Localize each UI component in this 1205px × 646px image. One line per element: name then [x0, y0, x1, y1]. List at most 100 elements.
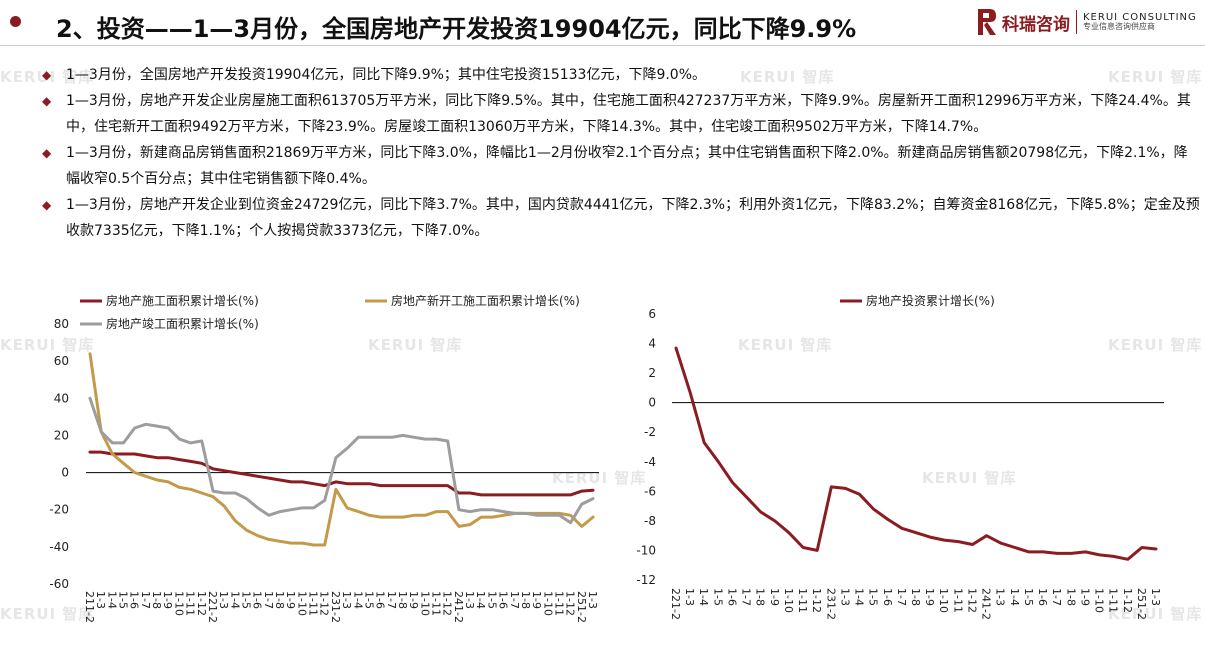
x-tick-label: 1-3: [994, 588, 1007, 606]
x-tick-label: 1-4: [474, 591, 487, 609]
x-tick-label: 1-6: [725, 588, 738, 606]
x-tick-label: 1-5: [1022, 588, 1035, 606]
y-tick-label: 20: [54, 428, 69, 442]
diamond-bullet-icon: ◆: [42, 94, 52, 108]
x-tick-label: 1-4: [351, 591, 364, 609]
logo-separator: [1076, 10, 1077, 34]
logo-cn-text: 科瑞咨询: [1002, 14, 1070, 35]
y-tick-label: 6: [648, 307, 656, 321]
x-tick-label: 1-4: [105, 591, 118, 609]
y-tick-label: -6: [644, 484, 656, 498]
x-tick-label: 1-11: [430, 591, 443, 616]
x-tick-label: 1-3: [340, 591, 353, 609]
series-line: [674, 346, 1158, 561]
x-tick-label: 1-11: [951, 588, 964, 613]
x-tick-label: 1-6: [251, 591, 264, 609]
bullet-text: 1—3月份，新建商品房销售面积21869万平方米，同比下降3.0%，降幅比1—2…: [66, 145, 1188, 187]
x-tick-label: 1-10: [541, 591, 554, 616]
legend-label: 房地产施工面积累计增长(%): [106, 293, 259, 308]
x-tick-label: 1-7: [1050, 588, 1063, 606]
brand-logo: 科瑞咨询 KERUI CONSULTING 专业信息咨询供应商: [978, 9, 1197, 35]
x-tick-label: 1-3: [1149, 588, 1162, 606]
x-tick-label: 1-3: [586, 591, 599, 609]
x-tick-label: 1-5: [239, 591, 252, 609]
x-tick-label: 1-7: [385, 591, 398, 609]
x-tick-label: 1-4: [853, 588, 866, 606]
x-tick-label: 251-2: [1135, 588, 1148, 620]
y-tick-label: -4: [644, 455, 656, 469]
legend-label: 房地产投资累计增长(%): [866, 293, 995, 308]
x-tick-label: 1-9: [1078, 588, 1091, 606]
series-line: [88, 352, 595, 547]
bullet-item: ◆ 1—3月份，新建商品房销售面积21869万平方米，同比下降3.0%，降幅比1…: [40, 140, 1200, 192]
x-tick-label: 1-6: [128, 591, 141, 609]
x-tick-label: 251-2: [575, 591, 588, 623]
x-tick-label: 1-7: [740, 588, 753, 606]
x-tick-label: 1-11: [1107, 588, 1120, 613]
x-tick-label: 1-6: [374, 591, 387, 609]
x-tick-label: 221-2: [206, 591, 219, 623]
x-tick-label: 1-9: [407, 591, 420, 609]
x-tick-label: 1-10: [295, 591, 308, 616]
x-tick-label: 1-5: [117, 591, 130, 609]
x-tick-label: 1-3: [838, 588, 851, 606]
y-tick-label: 40: [54, 391, 69, 405]
x-tick-label: 1-9: [284, 591, 297, 609]
x-tick-label: 1-4: [1008, 588, 1021, 606]
x-tick-label: 1-8: [519, 591, 532, 609]
x-tick-label: 1-11: [307, 591, 320, 616]
y-tick-label: 60: [54, 354, 69, 368]
y-tick-label: 0: [61, 466, 69, 480]
bullet-text: 1—3月份，全国房地产开发投资19904亿元，同比下降9.9%；其中住宅投资15…: [66, 67, 707, 83]
x-tick-label: 1-10: [418, 591, 431, 616]
x-tick-label: 1-12: [1121, 588, 1134, 613]
legend-label: 房地产新开工施工面积累计增长(%): [391, 293, 580, 308]
y-tick-label: -20: [49, 503, 69, 517]
x-tick-label: 1-12: [810, 588, 823, 613]
x-tick-label: 1-9: [768, 588, 781, 606]
diamond-bullet-icon: ◆: [42, 198, 52, 212]
bullet-item: ◆ 1—3月份，全国房地产开发投资19904亿元，同比下降9.9%；其中住宅投资…: [40, 62, 1200, 88]
x-tick-label: 1-6: [1036, 588, 1049, 606]
series-line: [88, 450, 595, 497]
y-tick-label: -12: [636, 573, 656, 587]
x-tick-label: 1-5: [362, 591, 375, 609]
x-tick-label: 1-4: [228, 591, 241, 609]
x-tick-label: 1-3: [463, 591, 476, 609]
x-tick-label: 1-11: [796, 588, 809, 613]
x-tick-label: 1-10: [1093, 588, 1106, 613]
x-tick-label: 1-10: [172, 591, 185, 616]
y-tick-label: -8: [644, 514, 656, 528]
x-tick-label: 1-5: [485, 591, 498, 609]
logo-en-text: KERUI CONSULTING: [1083, 12, 1197, 24]
diamond-bullet-icon: ◆: [42, 68, 52, 82]
x-tick-label: 1-8: [754, 588, 767, 606]
area-growth-line-chart: 806040200-20-40-60211-21-31-41-51-61-71-…: [49, 293, 599, 623]
x-tick-label: 1-3: [683, 588, 696, 606]
x-tick-label: 1-12: [441, 591, 454, 616]
bullet-item: ◆ 1—3月份，房地产开发企业到位资金24729亿元，同比下降3.7%。其中，国…: [40, 192, 1200, 244]
logo-en-block: KERUI CONSULTING 专业信息咨询供应商: [1083, 12, 1197, 32]
bullet-text: 1—3月份，房地产开发企业到位资金24729亿元，同比下降3.7%。其中，国内贷…: [66, 197, 1200, 239]
x-tick-label: 1-8: [150, 591, 163, 609]
title-bullet-dot: [10, 16, 21, 27]
x-tick-label: 1-4: [697, 588, 710, 606]
kerui-logo-icon: [978, 9, 998, 35]
x-tick-label: 241-2: [980, 588, 993, 620]
x-tick-label: 1-5: [867, 588, 880, 606]
page-title: 2、投资——1—3月份，全国房地产开发投资19904亿元，同比下降9.9%: [56, 15, 857, 43]
x-tick-label: 1-9: [923, 588, 936, 606]
bullet-text: 1—3月份，房地产开发企业房屋施工面积613705万平方米，同比下降9.5%。其…: [66, 93, 1191, 135]
x-tick-label: 1-11: [184, 591, 197, 616]
x-tick-label: 1-12: [965, 588, 978, 613]
y-tick-label: 2: [648, 366, 656, 380]
x-tick-label: 1-6: [497, 591, 510, 609]
y-tick-label: -60: [49, 577, 69, 591]
legend-label: 房地产竣工面积累计增长(%): [106, 316, 259, 331]
x-tick-label: 1-8: [909, 588, 922, 606]
y-tick-label: -40: [49, 540, 69, 554]
x-tick-label: 1-9: [530, 591, 543, 609]
x-tick-label: 221-2: [669, 588, 682, 620]
x-tick-label: 1-11: [552, 591, 565, 616]
